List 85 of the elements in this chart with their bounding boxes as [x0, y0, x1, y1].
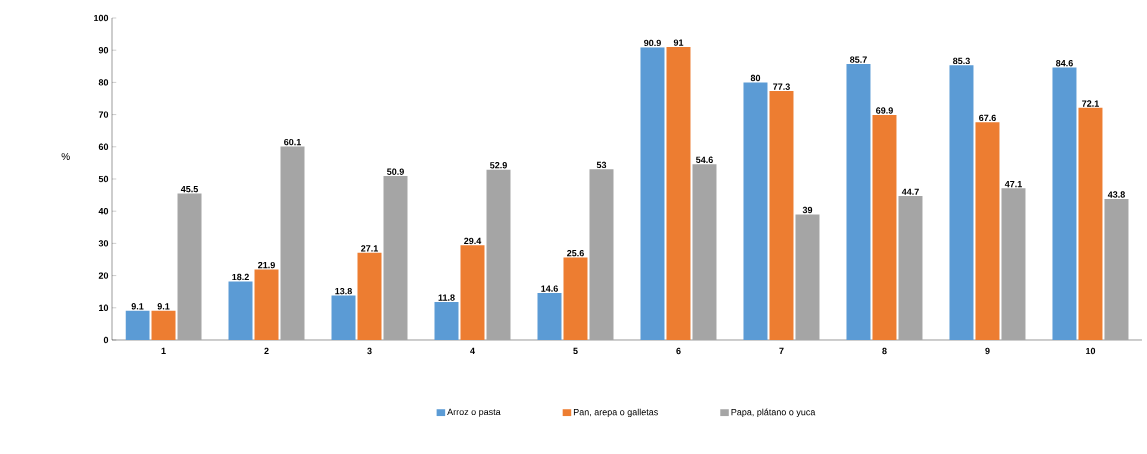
data-label: 60.1: [284, 138, 302, 146]
data-label: 85.3: [953, 57, 970, 65]
bar: [666, 46, 691, 340]
bar: [486, 169, 511, 340]
data-label: 85.7: [850, 56, 867, 63]
x-tick-label: 6: [676, 347, 681, 355]
bar: [1104, 198, 1129, 340]
x-tick-label: 7: [779, 347, 784, 354]
x-tick-label: 8: [882, 347, 887, 355]
bar: [357, 252, 382, 340]
data-label: 29.4: [464, 237, 482, 245]
data-label: 13.8: [335, 287, 352, 295]
y-tick-label: 90: [98, 47, 109, 54]
y-tick-label: 30: [98, 240, 109, 247]
data-label: 91: [673, 39, 684, 46]
data-label: 9.1: [131, 303, 144, 310]
x-tick-label: 5: [573, 347, 578, 355]
data-label: 47.1: [1004, 180, 1022, 188]
x-tick-label: 2: [264, 347, 269, 355]
data-label: 44.7: [901, 188, 919, 195]
data-label: 72.1: [1082, 100, 1099, 107]
data-label: 21.9: [258, 261, 275, 269]
bar: [151, 310, 176, 340]
data-label: 69.9: [876, 107, 893, 114]
bar: [1078, 107, 1103, 340]
y-tick-label: 40: [98, 208, 109, 215]
y-tick-label: 50: [98, 175, 109, 183]
bar: [125, 310, 150, 340]
bar: [228, 281, 253, 340]
bar: [949, 65, 974, 340]
bar: [589, 169, 614, 340]
data-label: 67.6: [979, 114, 996, 122]
bar: [692, 164, 717, 340]
bar: [640, 47, 665, 340]
data-label: 39: [802, 206, 813, 214]
y-tick-label: 70: [98, 111, 109, 118]
bar: [434, 301, 459, 340]
x-tick-label: 10: [1086, 347, 1096, 355]
data-label: 84.6: [1056, 60, 1073, 67]
data-label: 52.9: [490, 162, 507, 169]
bar: [563, 257, 588, 340]
data-label: 80: [750, 74, 761, 82]
bar: [769, 91, 794, 340]
data-label: 50.9: [387, 168, 404, 175]
bar: [846, 64, 871, 340]
data-label: 53: [596, 161, 607, 169]
bar: [537, 292, 562, 340]
y-tick-label: 0: [103, 336, 109, 344]
x-tick-label: 9: [985, 347, 990, 355]
bar: [898, 196, 923, 340]
data-label: 27.1: [361, 245, 379, 252]
bar: [1052, 67, 1077, 340]
bar: [331, 295, 356, 340]
y-tick-label: 20: [98, 272, 109, 279]
y-tick-label: 80: [98, 79, 109, 86]
data-label: 9.1: [157, 303, 170, 310]
bar: [795, 214, 820, 340]
x-tick-label: 4: [470, 347, 475, 354]
bar: [383, 176, 408, 340]
data-label: 18.2: [232, 273, 249, 281]
bar: [872, 114, 897, 340]
y-tick-label: 60: [98, 143, 109, 150]
x-tick-label: 3: [367, 347, 372, 355]
bar: [460, 245, 485, 340]
bar: [743, 82, 768, 340]
data-label: 77.3: [773, 83, 790, 90]
data-label: 90.9: [644, 39, 661, 47]
bar: [1001, 188, 1026, 340]
data-label: 11.8: [438, 294, 455, 301]
y-axis-title: %: [61, 152, 70, 160]
legend-label: Pan, arepa o galletas: [573, 408, 658, 418]
legend-label: Arroz o pasta: [447, 408, 501, 417]
data-label: 45.5: [180, 186, 199, 193]
bar: [975, 122, 1000, 340]
y-tick-label: 100: [94, 14, 109, 22]
data-label: 25.6: [567, 249, 584, 257]
bar: [254, 269, 279, 340]
legend-label: Papa, plátano o yuca: [731, 408, 816, 418]
data-label: 43.8: [1107, 191, 1125, 198]
bar: [177, 193, 202, 340]
bar: [280, 146, 305, 340]
data-label: 54.6: [696, 156, 713, 163]
x-tick-label: 1: [161, 347, 166, 354]
data-label: 14.6: [541, 285, 558, 292]
y-tick-label: 10: [99, 304, 109, 311]
